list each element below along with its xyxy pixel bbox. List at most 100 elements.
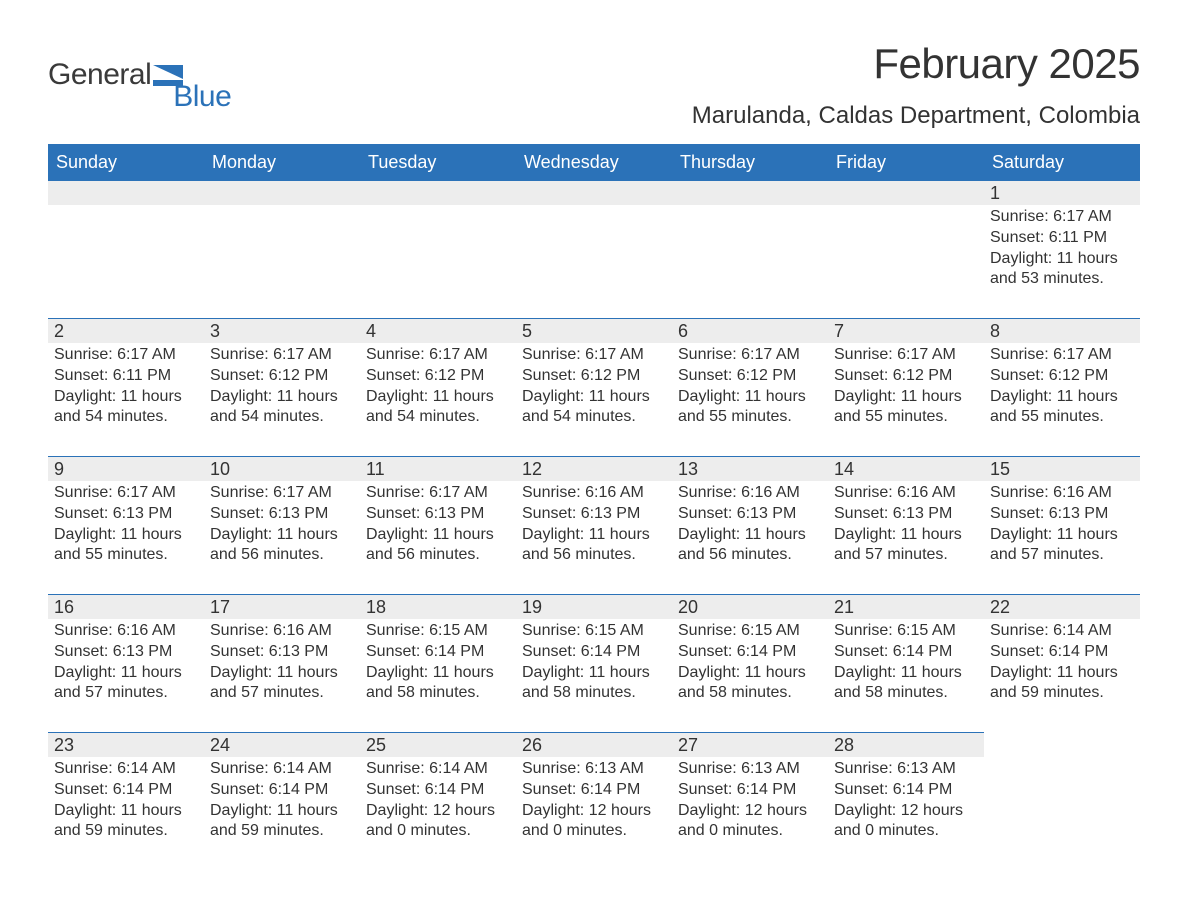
day-number: 27	[672, 732, 828, 757]
calendar-day-cell	[672, 180, 828, 318]
sunrise-text: Sunrise: 6:16 AM	[678, 483, 822, 504]
title-block: February 2025 Marulanda, Caldas Departme…	[692, 40, 1140, 130]
day-details: Sunrise: 6:17 AMSunset: 6:12 PMDaylight:…	[672, 343, 828, 428]
daylight-text: Daylight: 11 hours and 54 minutes.	[366, 387, 510, 429]
sunrise-text: Sunrise: 6:17 AM	[210, 483, 354, 504]
calendar-day-cell: 15Sunrise: 6:16 AMSunset: 6:13 PMDayligh…	[984, 456, 1140, 594]
day-header: Wednesday	[516, 144, 672, 180]
day-number: 4	[360, 318, 516, 343]
sunset-text: Sunset: 6:14 PM	[366, 642, 510, 663]
day-details: Sunrise: 6:13 AMSunset: 6:14 PMDaylight:…	[672, 757, 828, 842]
day-number: 8	[984, 318, 1140, 343]
day-details: Sunrise: 6:16 AMSunset: 6:13 PMDaylight:…	[516, 481, 672, 566]
daylight-text: Daylight: 11 hours and 59 minutes.	[210, 801, 354, 843]
day-header: Monday	[204, 144, 360, 180]
day-number: 10	[204, 456, 360, 481]
sunrise-text: Sunrise: 6:14 AM	[210, 759, 354, 780]
day-details: Sunrise: 6:17 AMSunset: 6:11 PMDaylight:…	[48, 343, 204, 428]
daylight-text: Daylight: 12 hours and 0 minutes.	[834, 801, 978, 843]
sunset-text: Sunset: 6:14 PM	[522, 642, 666, 663]
day-number-empty	[204, 180, 360, 205]
brand-word-1: General	[48, 58, 151, 92]
calendar-day-cell: 4Sunrise: 6:17 AMSunset: 6:12 PMDaylight…	[360, 318, 516, 456]
month-title: February 2025	[692, 40, 1140, 88]
day-details: Sunrise: 6:15 AMSunset: 6:14 PMDaylight:…	[672, 619, 828, 704]
sunset-text: Sunset: 6:12 PM	[678, 366, 822, 387]
daylight-text: Daylight: 12 hours and 0 minutes.	[366, 801, 510, 843]
sunrise-text: Sunrise: 6:16 AM	[210, 621, 354, 642]
day-details: Sunrise: 6:17 AMSunset: 6:13 PMDaylight:…	[48, 481, 204, 566]
sunset-text: Sunset: 6:12 PM	[522, 366, 666, 387]
daylight-text: Daylight: 11 hours and 55 minutes.	[678, 387, 822, 429]
calendar-day-cell: 27Sunrise: 6:13 AMSunset: 6:14 PMDayligh…	[672, 732, 828, 870]
day-details: Sunrise: 6:16 AMSunset: 6:13 PMDaylight:…	[48, 619, 204, 704]
sunset-text: Sunset: 6:13 PM	[678, 504, 822, 525]
day-header: Friday	[828, 144, 984, 180]
day-number: 7	[828, 318, 984, 343]
daylight-text: Daylight: 12 hours and 0 minutes.	[678, 801, 822, 843]
daylight-text: Daylight: 12 hours and 0 minutes.	[522, 801, 666, 843]
sunrise-text: Sunrise: 6:13 AM	[678, 759, 822, 780]
calendar-day-cell: 25Sunrise: 6:14 AMSunset: 6:14 PMDayligh…	[360, 732, 516, 870]
day-header: Thursday	[672, 144, 828, 180]
day-details: Sunrise: 6:16 AMSunset: 6:13 PMDaylight:…	[828, 481, 984, 566]
day-details: Sunrise: 6:17 AMSunset: 6:11 PMDaylight:…	[984, 205, 1140, 290]
day-number: 26	[516, 732, 672, 757]
sunset-text: Sunset: 6:13 PM	[54, 642, 198, 663]
daylight-text: Daylight: 11 hours and 56 minutes.	[678, 525, 822, 567]
day-details: Sunrise: 6:14 AMSunset: 6:14 PMDaylight:…	[204, 757, 360, 842]
sunrise-text: Sunrise: 6:17 AM	[366, 483, 510, 504]
location-subtitle: Marulanda, Caldas Department, Colombia	[692, 102, 1140, 130]
day-number-empty	[672, 180, 828, 205]
daylight-text: Daylight: 11 hours and 55 minutes.	[834, 387, 978, 429]
sunrise-text: Sunrise: 6:13 AM	[834, 759, 978, 780]
daylight-text: Daylight: 11 hours and 58 minutes.	[522, 663, 666, 705]
day-details: Sunrise: 6:13 AMSunset: 6:14 PMDaylight:…	[828, 757, 984, 842]
daylight-text: Daylight: 11 hours and 53 minutes.	[990, 249, 1134, 291]
calendar-day-cell: 10Sunrise: 6:17 AMSunset: 6:13 PMDayligh…	[204, 456, 360, 594]
sunset-text: Sunset: 6:14 PM	[366, 780, 510, 801]
day-details: Sunrise: 6:15 AMSunset: 6:14 PMDaylight:…	[828, 619, 984, 704]
day-details: Sunrise: 6:14 AMSunset: 6:14 PMDaylight:…	[984, 619, 1140, 704]
day-number: 24	[204, 732, 360, 757]
calendar-day-cell: 20Sunrise: 6:15 AMSunset: 6:14 PMDayligh…	[672, 594, 828, 732]
calendar-day-cell: 5Sunrise: 6:17 AMSunset: 6:12 PMDaylight…	[516, 318, 672, 456]
calendar-day-cell: 19Sunrise: 6:15 AMSunset: 6:14 PMDayligh…	[516, 594, 672, 732]
daylight-text: Daylight: 11 hours and 57 minutes.	[834, 525, 978, 567]
sunrise-text: Sunrise: 6:15 AM	[366, 621, 510, 642]
calendar-day-cell: 8Sunrise: 6:17 AMSunset: 6:12 PMDaylight…	[984, 318, 1140, 456]
sunset-text: Sunset: 6:13 PM	[366, 504, 510, 525]
day-details: Sunrise: 6:13 AMSunset: 6:14 PMDaylight:…	[516, 757, 672, 842]
day-number: 1	[984, 180, 1140, 205]
sunset-text: Sunset: 6:13 PM	[834, 504, 978, 525]
calendar-day-cell	[204, 180, 360, 318]
sunrise-text: Sunrise: 6:17 AM	[678, 345, 822, 366]
daylight-text: Daylight: 11 hours and 56 minutes.	[522, 525, 666, 567]
sunset-text: Sunset: 6:11 PM	[54, 366, 198, 387]
day-number: 21	[828, 594, 984, 619]
calendar-day-cell	[360, 180, 516, 318]
calendar-day-cell	[516, 180, 672, 318]
sunrise-text: Sunrise: 6:14 AM	[990, 621, 1134, 642]
daylight-text: Daylight: 11 hours and 58 minutes.	[366, 663, 510, 705]
sunset-text: Sunset: 6:13 PM	[990, 504, 1134, 525]
calendar-page: General Blue February 2025 Marulanda, Ca…	[0, 0, 1188, 918]
daylight-text: Daylight: 11 hours and 56 minutes.	[210, 525, 354, 567]
calendar-day-cell: 17Sunrise: 6:16 AMSunset: 6:13 PMDayligh…	[204, 594, 360, 732]
day-number: 16	[48, 594, 204, 619]
sunrise-text: Sunrise: 6:15 AM	[678, 621, 822, 642]
day-number-empty	[360, 180, 516, 205]
calendar-day-cell: 13Sunrise: 6:16 AMSunset: 6:13 PMDayligh…	[672, 456, 828, 594]
sunset-text: Sunset: 6:13 PM	[54, 504, 198, 525]
day-details: Sunrise: 6:17 AMSunset: 6:12 PMDaylight:…	[204, 343, 360, 428]
sunrise-text: Sunrise: 6:16 AM	[990, 483, 1134, 504]
sunrise-text: Sunrise: 6:16 AM	[834, 483, 978, 504]
day-details: Sunrise: 6:17 AMSunset: 6:12 PMDaylight:…	[360, 343, 516, 428]
daylight-text: Daylight: 11 hours and 57 minutes.	[210, 663, 354, 705]
calendar-day-cell: 18Sunrise: 6:15 AMSunset: 6:14 PMDayligh…	[360, 594, 516, 732]
sunset-text: Sunset: 6:14 PM	[834, 780, 978, 801]
sunrise-text: Sunrise: 6:14 AM	[366, 759, 510, 780]
day-number: 14	[828, 456, 984, 481]
calendar-day-cell: 24Sunrise: 6:14 AMSunset: 6:14 PMDayligh…	[204, 732, 360, 870]
day-details: Sunrise: 6:17 AMSunset: 6:13 PMDaylight:…	[204, 481, 360, 566]
